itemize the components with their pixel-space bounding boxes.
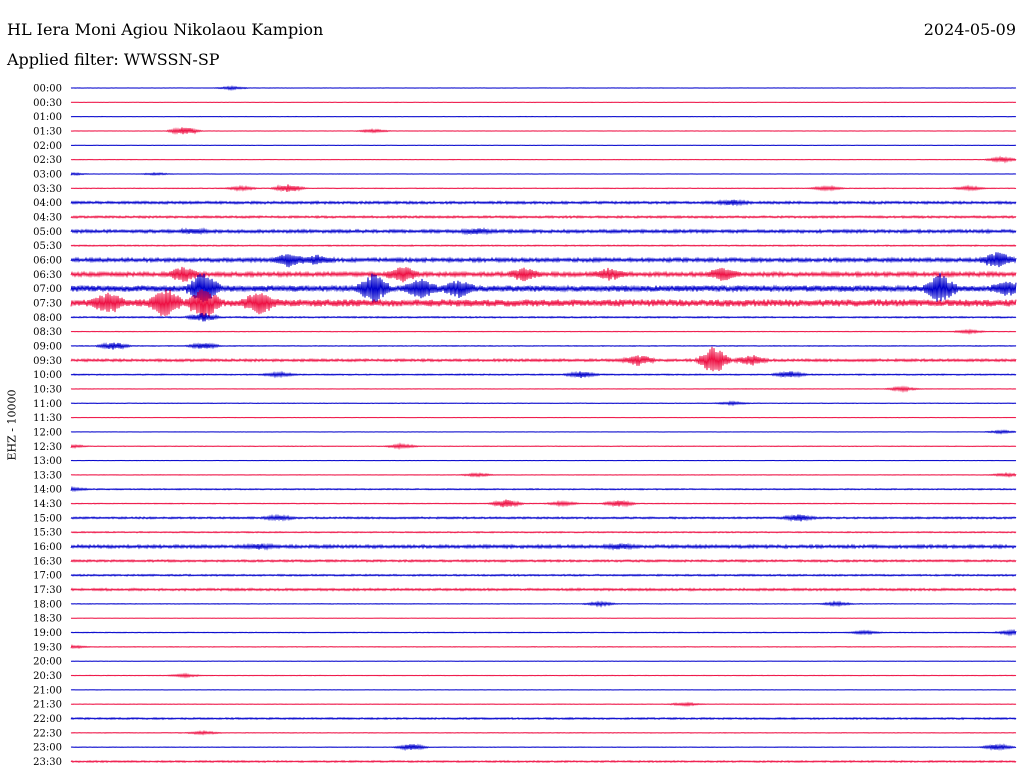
- time-tick-label: 17:30: [33, 585, 62, 596]
- time-tick-label: 20:30: [33, 671, 62, 682]
- time-tick-label: 07:30: [33, 298, 62, 309]
- time-tick-label: 15:00: [33, 513, 62, 524]
- trace-line: [70, 273, 1017, 305]
- trace-line: [70, 573, 1017, 577]
- time-tick-label: 12:30: [33, 442, 62, 453]
- time-tick-label: 13:30: [33, 470, 62, 481]
- trace-line: [70, 628, 1017, 637]
- trace-line: [70, 289, 1017, 322]
- trace-line: [70, 342, 1017, 350]
- time-tick-label: 07:00: [33, 284, 62, 295]
- trace-line: [70, 171, 1017, 177]
- trace-line: [70, 499, 1017, 508]
- trace-line: [70, 155, 1017, 164]
- time-tick-label: 14:00: [33, 485, 62, 496]
- time-tick-label: 04:30: [33, 212, 62, 223]
- trace-line: [70, 385, 1017, 393]
- time-tick-label: 01:00: [33, 112, 62, 123]
- trace-line: [70, 471, 1017, 478]
- trace-line: [70, 127, 1017, 135]
- time-tick-label: 21:00: [33, 685, 62, 696]
- time-tick-label: 22:00: [33, 714, 62, 725]
- time-tick-label: 23:30: [33, 757, 62, 768]
- time-tick-label: 10:30: [33, 384, 62, 395]
- time-tick-label: 10:00: [33, 370, 62, 381]
- time-tick-label: 19:30: [33, 642, 62, 653]
- trace-line: [70, 85, 1017, 92]
- time-tick-label: 03:30: [33, 184, 62, 195]
- time-tick-label: 01:30: [33, 126, 62, 137]
- trace-line: [70, 244, 1017, 247]
- time-tick-label: 22:30: [33, 728, 62, 739]
- time-tick-label: 21:30: [33, 700, 62, 711]
- time-tick-label: 06:00: [33, 255, 62, 266]
- trace-line: [70, 759, 1017, 764]
- time-tick-label: 05:30: [33, 241, 62, 252]
- time-tick-label: 08:30: [33, 327, 62, 338]
- time-tick-label: 08:00: [33, 313, 62, 324]
- time-tick-label: 11:30: [33, 413, 62, 424]
- trace-line: [70, 346, 1017, 372]
- time-tick-label: 15:30: [33, 528, 62, 539]
- time-tick-label: 06:30: [33, 270, 62, 281]
- time-tick-label: 02:30: [33, 155, 62, 166]
- time-tick-label: 00:00: [33, 84, 62, 95]
- time-tick-label: 04:00: [33, 198, 62, 209]
- time-tick-label: 13:00: [33, 456, 62, 467]
- trace-line: [70, 701, 1017, 707]
- trace-line: [70, 266, 1017, 283]
- time-tick-label: 17:00: [33, 571, 62, 582]
- trace-line: [70, 214, 1017, 220]
- trace-line: [70, 542, 1017, 551]
- time-tick-label: 20:00: [33, 657, 62, 668]
- time-tick-label: 09:00: [33, 341, 62, 352]
- trace-line: [70, 729, 1017, 736]
- time-tick-label: 19:00: [33, 628, 62, 639]
- trace-line: [70, 644, 1017, 650]
- trace-line: [70, 429, 1017, 435]
- time-tick-label: 12:00: [33, 427, 62, 438]
- trace-line: [70, 672, 1017, 679]
- time-tick-label: 03:00: [33, 169, 62, 180]
- station-title: HL Iera Moni Agiou Nikolaou Kampion: [7, 20, 324, 39]
- trace-line: [70, 328, 1017, 335]
- date-label: 2024-05-09: [923, 20, 1016, 39]
- time-tick-label: 14:30: [33, 499, 62, 510]
- trace-line: [70, 184, 1017, 193]
- time-tick-label: 18:30: [33, 614, 62, 625]
- trace-line: [70, 743, 1017, 752]
- trace-line: [70, 370, 1017, 379]
- time-tick-label: 02:00: [33, 141, 62, 152]
- time-tick-label: 00:30: [33, 98, 62, 109]
- time-tick-label: 16:00: [33, 542, 62, 553]
- filter-label: Applied filter: WWSSN-SP: [7, 50, 220, 69]
- trace-line: [70, 558, 1017, 563]
- trace-line: [70, 485, 1017, 493]
- trace-line: [70, 400, 1017, 407]
- time-tick-label: 05:00: [33, 227, 62, 238]
- trace-line: [70, 199, 1017, 207]
- trace-line: [70, 600, 1017, 608]
- trace-line: [70, 513, 1017, 522]
- trace-line: [70, 716, 1017, 721]
- trace-line: [70, 442, 1017, 450]
- trace-line: [70, 530, 1017, 534]
- trace-line: [70, 252, 1017, 268]
- time-tick-label: 09:30: [33, 356, 62, 367]
- trace-line: [70, 313, 1017, 322]
- time-tick-label: 11:00: [33, 399, 62, 410]
- time-tick-label: 18:00: [33, 599, 62, 610]
- trace-line: [70, 587, 1017, 592]
- trace-line: [70, 227, 1017, 236]
- time-tick-label: 23:00: [33, 743, 62, 754]
- time-tick-label: 16:30: [33, 556, 62, 567]
